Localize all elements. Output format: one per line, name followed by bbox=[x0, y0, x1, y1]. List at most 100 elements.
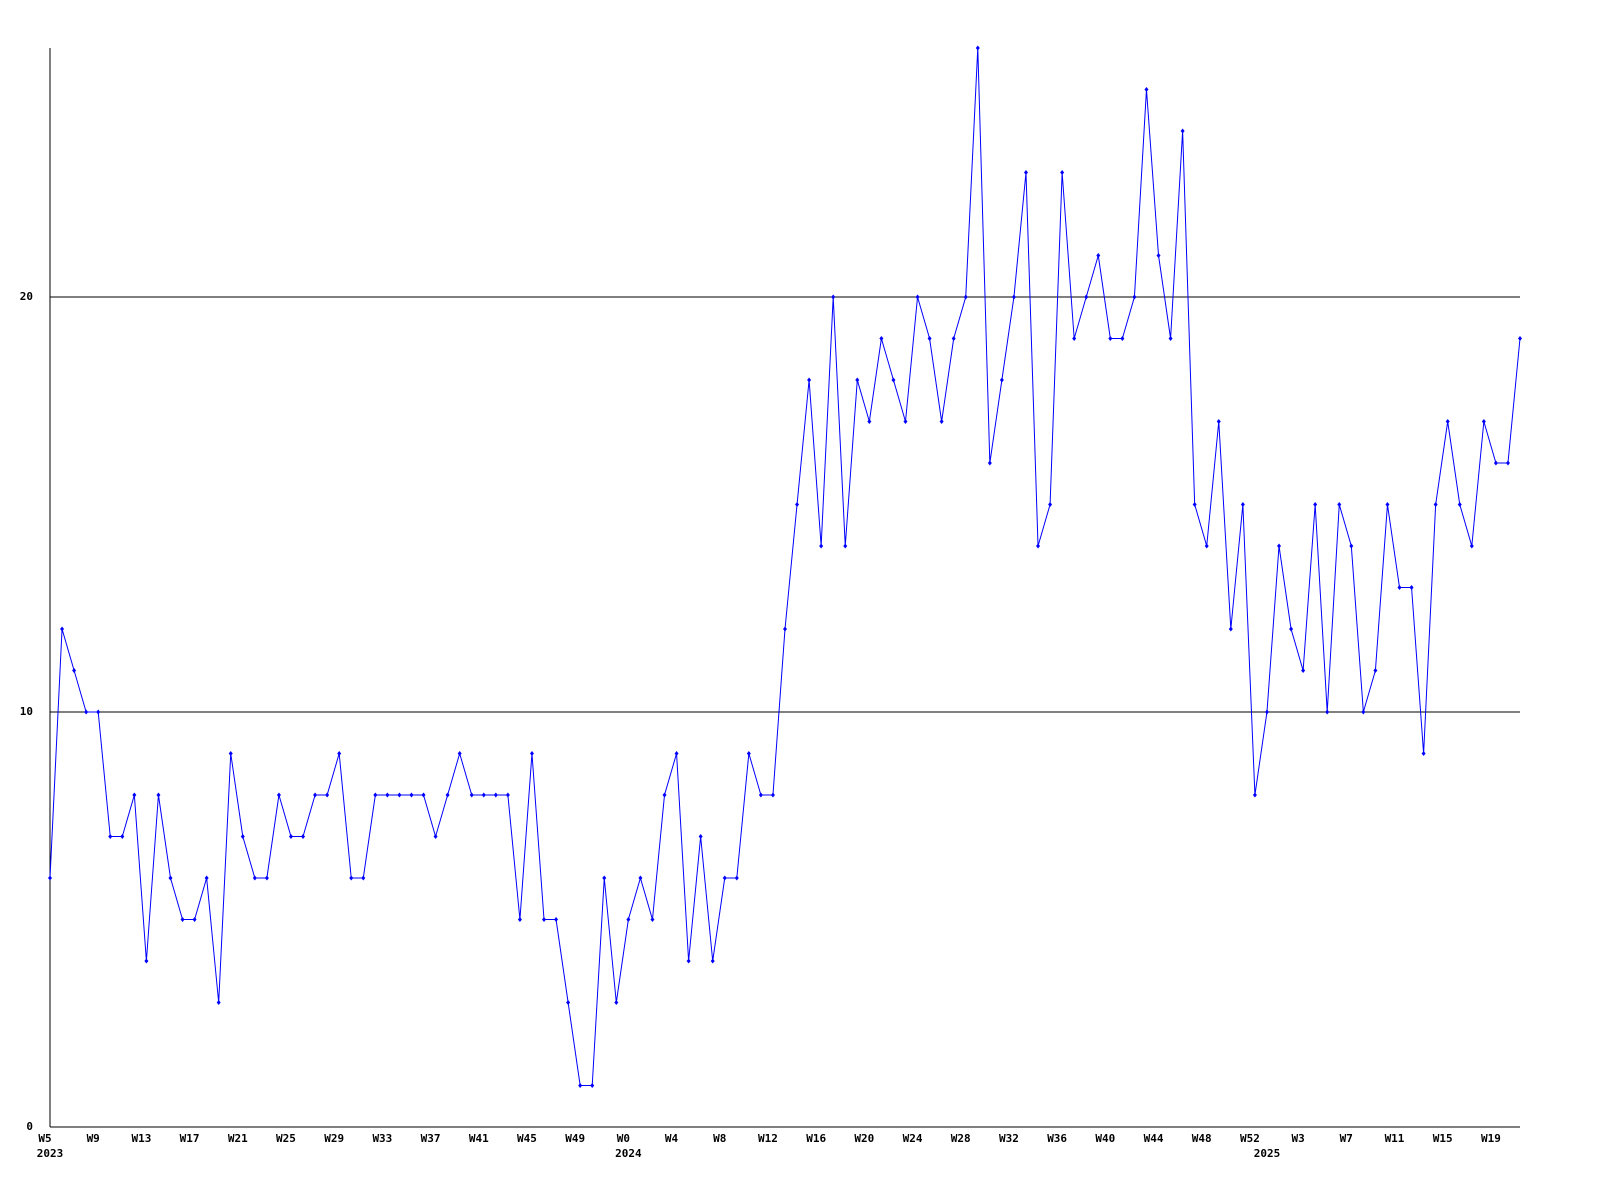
x-tick-label: W7 bbox=[1340, 1132, 1353, 1145]
point bbox=[276, 792, 281, 798]
point bbox=[1445, 419, 1450, 424]
x-year-label: 2025 bbox=[1254, 1147, 1281, 1160]
point bbox=[698, 834, 703, 839]
point bbox=[1060, 170, 1065, 175]
point bbox=[710, 958, 715, 964]
point bbox=[1084, 294, 1089, 300]
point bbox=[1349, 543, 1354, 549]
point bbox=[915, 294, 920, 300]
point bbox=[1072, 336, 1077, 341]
point bbox=[1132, 294, 1137, 300]
point bbox=[108, 834, 113, 839]
point bbox=[96, 709, 101, 715]
point bbox=[1120, 336, 1125, 341]
point bbox=[1228, 626, 1233, 632]
point bbox=[903, 419, 908, 424]
point bbox=[144, 958, 149, 964]
point bbox=[1373, 668, 1378, 673]
point bbox=[566, 1000, 571, 1005]
x-tick-label: W40 bbox=[1095, 1132, 1115, 1145]
point bbox=[939, 419, 944, 424]
x-tick-label: W17 bbox=[180, 1132, 200, 1145]
point bbox=[734, 875, 739, 881]
point bbox=[590, 1083, 595, 1088]
point bbox=[831, 294, 836, 300]
point bbox=[1397, 585, 1402, 590]
y-tick-label: 10 bbox=[20, 705, 33, 718]
x-tick-label: W45 bbox=[517, 1132, 537, 1145]
x-tick-label: W36 bbox=[1047, 1132, 1067, 1145]
point bbox=[1518, 336, 1522, 341]
point bbox=[1156, 253, 1161, 258]
point bbox=[1301, 668, 1306, 673]
point bbox=[999, 377, 1004, 383]
point bbox=[252, 875, 257, 881]
point bbox=[662, 792, 667, 798]
point bbox=[313, 792, 318, 798]
point bbox=[120, 834, 125, 839]
point bbox=[987, 460, 992, 466]
point bbox=[963, 294, 968, 300]
x-tick-label: W0 bbox=[617, 1132, 630, 1145]
point bbox=[409, 792, 414, 798]
x-tick-label: W3 bbox=[1291, 1132, 1304, 1145]
x-tick-label: W9 bbox=[87, 1132, 100, 1145]
point bbox=[626, 917, 631, 922]
point bbox=[1457, 502, 1462, 507]
point bbox=[349, 875, 354, 881]
point bbox=[1277, 543, 1282, 549]
point bbox=[1421, 751, 1426, 756]
x-tick-label: W24 bbox=[903, 1132, 923, 1145]
point bbox=[578, 1083, 583, 1088]
x-tick-label: W5 bbox=[38, 1132, 51, 1145]
point bbox=[505, 792, 510, 798]
point bbox=[1385, 502, 1390, 507]
x-tick-label: W16 bbox=[806, 1132, 826, 1145]
point bbox=[373, 792, 378, 798]
x-tick-label: W25 bbox=[276, 1132, 296, 1145]
point bbox=[1216, 419, 1221, 424]
x-tick-label: W32 bbox=[999, 1132, 1019, 1145]
point bbox=[927, 336, 932, 341]
point bbox=[554, 917, 559, 922]
point bbox=[686, 958, 691, 964]
x-tick-label: W12 bbox=[758, 1132, 778, 1145]
point bbox=[1048, 502, 1053, 507]
point bbox=[975, 45, 980, 51]
point bbox=[469, 792, 474, 798]
point bbox=[638, 875, 643, 881]
x-tick-label: W52 bbox=[1240, 1132, 1260, 1145]
series-line bbox=[49, 47, 1521, 1086]
point bbox=[1108, 336, 1113, 341]
point bbox=[481, 792, 486, 798]
point bbox=[1337, 502, 1342, 507]
point bbox=[204, 875, 209, 881]
y-tick-label: 0 bbox=[26, 1120, 33, 1133]
point bbox=[192, 917, 197, 922]
point bbox=[529, 751, 534, 756]
x-tick-label: W33 bbox=[372, 1132, 392, 1145]
point bbox=[1096, 253, 1101, 258]
x-tick-label: W37 bbox=[421, 1132, 441, 1145]
point bbox=[843, 543, 848, 549]
point bbox=[795, 502, 800, 507]
x-tick-label: W20 bbox=[854, 1132, 874, 1145]
point bbox=[517, 917, 522, 922]
point bbox=[1469, 543, 1474, 549]
point bbox=[542, 917, 547, 922]
point bbox=[1036, 543, 1041, 549]
point bbox=[361, 875, 366, 881]
point bbox=[674, 751, 679, 756]
point bbox=[337, 751, 342, 756]
x-tick-label: W13 bbox=[131, 1132, 151, 1145]
point bbox=[807, 377, 812, 383]
point bbox=[264, 875, 269, 881]
point bbox=[1023, 170, 1028, 175]
point bbox=[168, 875, 173, 881]
point bbox=[1144, 87, 1149, 92]
point bbox=[493, 792, 498, 798]
point bbox=[602, 875, 607, 881]
point bbox=[1325, 709, 1330, 715]
x-tick-label: W4 bbox=[665, 1132, 679, 1145]
